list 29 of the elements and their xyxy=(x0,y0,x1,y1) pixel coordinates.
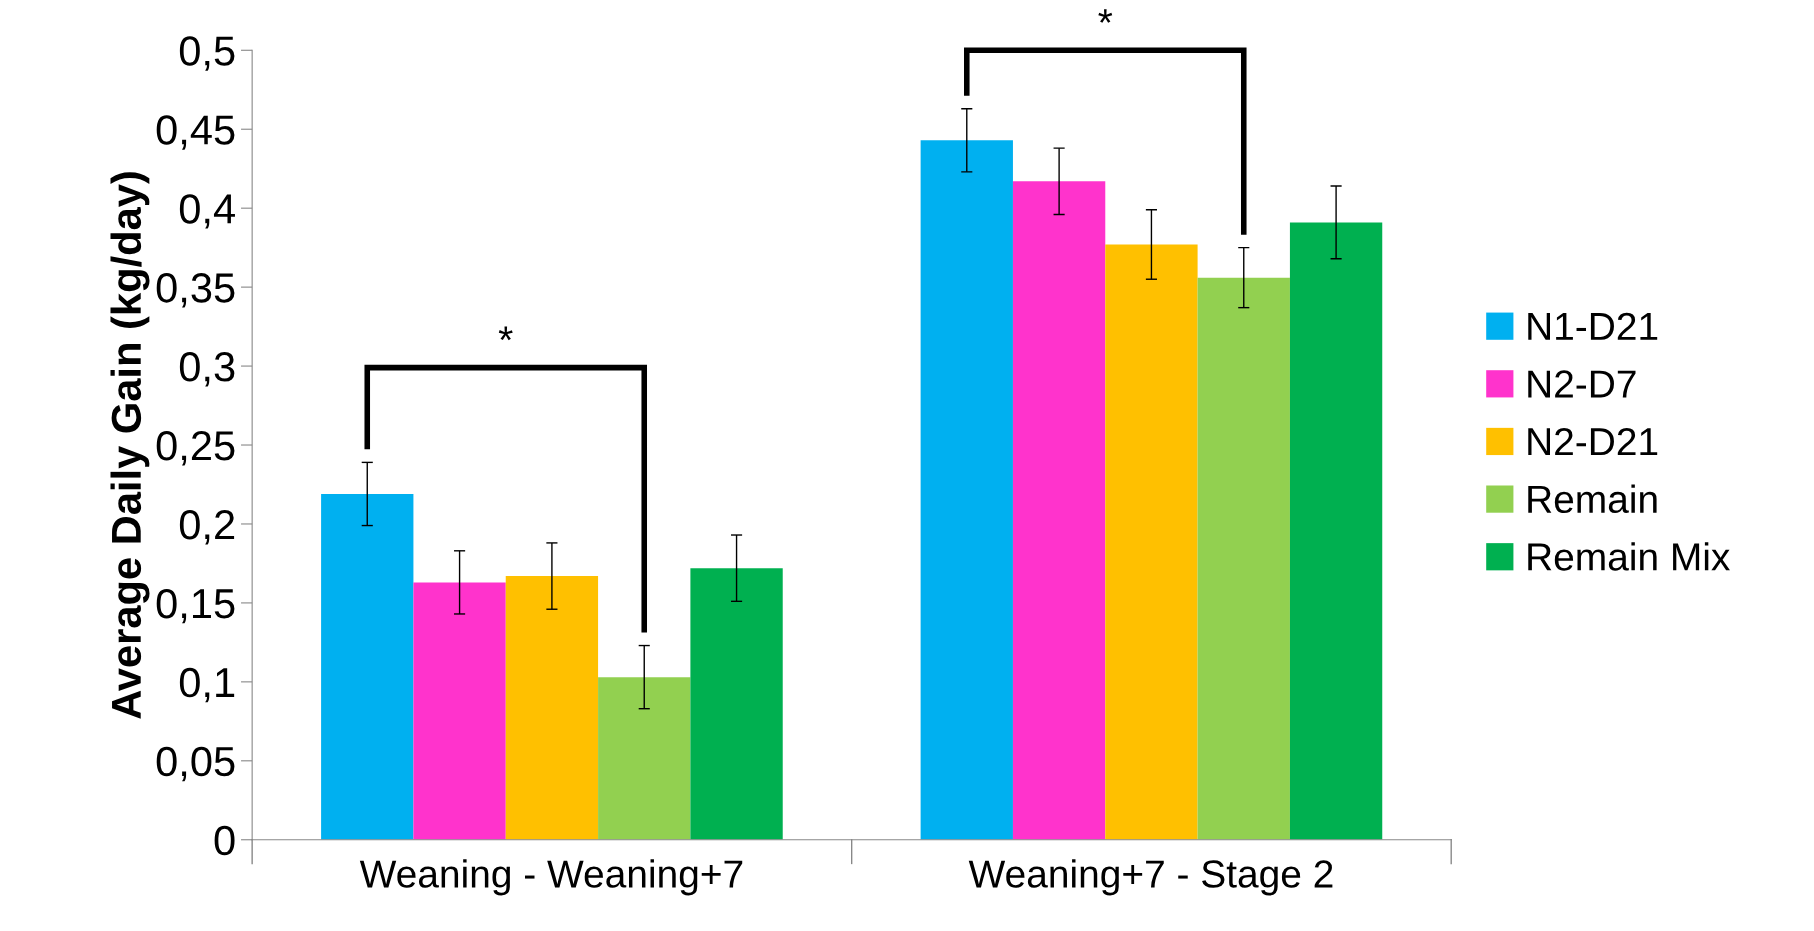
bar xyxy=(920,140,1013,840)
bar xyxy=(1197,277,1290,840)
bar xyxy=(690,568,783,840)
bar xyxy=(1289,222,1383,840)
y-tick-label: 0,35 xyxy=(156,273,235,308)
legend-label: N2-D7 xyxy=(1528,370,1636,398)
y-tick-label: 0,3 xyxy=(179,352,235,387)
legend-label: Remain xyxy=(1528,484,1657,514)
x-tick-label: Weaning+7 - Stage 2 xyxy=(968,859,1333,896)
y-tick-label: 0,45 xyxy=(156,115,235,150)
bar xyxy=(1105,244,1198,840)
y-tick-label: 0,4 xyxy=(179,194,235,229)
annotation: * xyxy=(498,326,513,341)
y-tick-label: 0,25 xyxy=(156,431,235,466)
legend-label: N2-D21 xyxy=(1528,427,1658,456)
x-tick-label: Weaning - Weaning+7 xyxy=(359,859,743,896)
y-tick-label: 0,5 xyxy=(179,36,235,71)
y-tick-label: 0,05 xyxy=(156,746,235,782)
legend-label: Remain Mix xyxy=(1528,542,1730,571)
text: * xyxy=(1098,9,1113,23)
y-tick-label: 0 xyxy=(214,825,235,856)
legend-label: N1-D21 xyxy=(1528,312,1658,340)
y-axis-title: Average Daily Gain (kg/day) xyxy=(110,172,150,719)
bar xyxy=(598,677,691,840)
bar xyxy=(413,582,506,840)
bar xyxy=(321,493,414,840)
y-tick-label: 0,1 xyxy=(179,667,235,703)
y-tick-label: 0,2 xyxy=(179,509,235,545)
y-tick-label: 0,15 xyxy=(156,588,235,624)
